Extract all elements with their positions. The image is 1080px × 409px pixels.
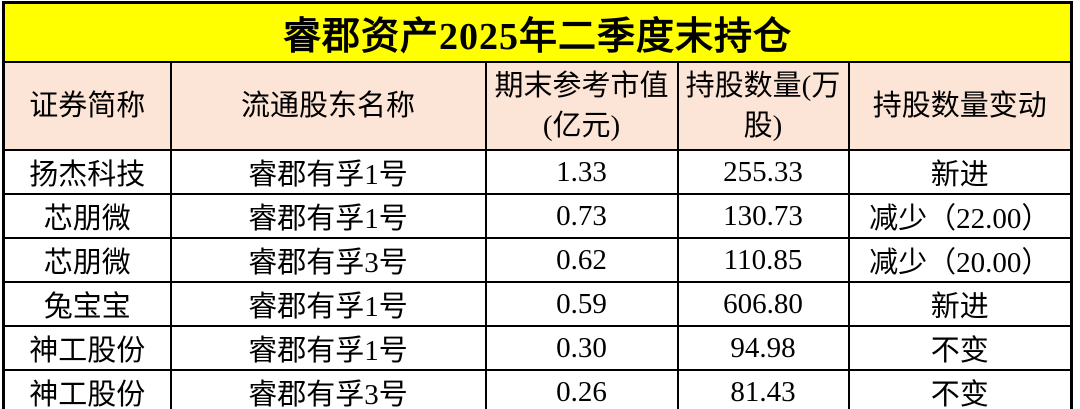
cell-stock-name: 扬杰科技 <box>2 149 172 195</box>
cell-holder-name: 睿郡有孚1号 <box>169 281 487 327</box>
col-header-holder-name: 流通股东名称 <box>169 61 487 151</box>
cell-share-count: 255.33 <box>676 149 850 195</box>
cell-share-count: 130.73 <box>676 193 850 239</box>
cell-market-value: 0.73 <box>484 193 679 239</box>
cell-share-count: 110.85 <box>676 237 850 283</box>
col-header-stock-name: 证券简称 <box>2 61 172 151</box>
col-header-share-count: 持股数量(万 股) <box>676 61 850 151</box>
cell-market-value: 0.59 <box>484 281 679 327</box>
table-row: 兔宝宝 睿郡有孚1号 0.59 606.80 新进 <box>2 281 1073 327</box>
cell-market-value: 0.26 <box>484 369 679 409</box>
col-header-share-change: 持股数量变动 <box>847 61 1073 151</box>
cell-share-change: 减少（22.00） <box>847 193 1073 239</box>
cell-holder-name: 睿郡有孚1号 <box>169 149 487 195</box>
cell-stock-name: 神工股份 <box>2 325 172 371</box>
cell-market-value: 1.33 <box>484 149 679 195</box>
cell-holder-name: 睿郡有孚3号 <box>169 237 487 283</box>
table-row: 扬杰科技 睿郡有孚1号 1.33 255.33 新进 <box>2 149 1073 195</box>
cell-holder-name: 睿郡有孚3号 <box>169 369 487 409</box>
cell-stock-name: 兔宝宝 <box>2 281 172 327</box>
cell-share-count: 606.80 <box>676 281 850 327</box>
table-title: 睿郡资产2025年二季度末持仓 <box>2 1 1073 63</box>
cell-market-value: 0.30 <box>484 325 679 371</box>
col-header-market-value: 期末参考市值 (亿元) <box>484 61 679 151</box>
cell-share-count: 81.43 <box>676 369 850 409</box>
cell-holder-name: 睿郡有孚1号 <box>169 325 487 371</box>
cell-share-change: 不变 <box>847 325 1073 371</box>
cell-stock-name: 神工股份 <box>2 369 172 409</box>
cell-stock-name: 芯朋微 <box>2 193 172 239</box>
cell-market-value: 0.62 <box>484 237 679 283</box>
title-row: 睿郡资产2025年二季度末持仓 <box>2 1 1073 63</box>
cell-share-count: 94.98 <box>676 325 850 371</box>
cell-stock-name: 芯朋微 <box>2 237 172 283</box>
table-row: 芯朋微 睿郡有孚3号 0.62 110.85 减少（20.00） <box>2 237 1073 283</box>
table-row: 神工股份 睿郡有孚3号 0.26 81.43 不变 <box>2 369 1073 409</box>
cell-share-change: 减少（20.00） <box>847 237 1073 283</box>
cell-share-change: 不变 <box>847 369 1073 409</box>
cell-holder-name: 睿郡有孚1号 <box>169 193 487 239</box>
table-row: 芯朋微 睿郡有孚1号 0.73 130.73 减少（22.00） <box>2 193 1073 239</box>
header-row: 证券简称 流通股东名称 期末参考市值 (亿元) 持股数量(万 股) 持股数量变动 <box>2 61 1073 151</box>
cell-share-change: 新进 <box>847 149 1073 195</box>
table-row: 神工股份 睿郡有孚1号 0.30 94.98 不变 <box>2 325 1073 371</box>
cell-share-change: 新进 <box>847 281 1073 327</box>
